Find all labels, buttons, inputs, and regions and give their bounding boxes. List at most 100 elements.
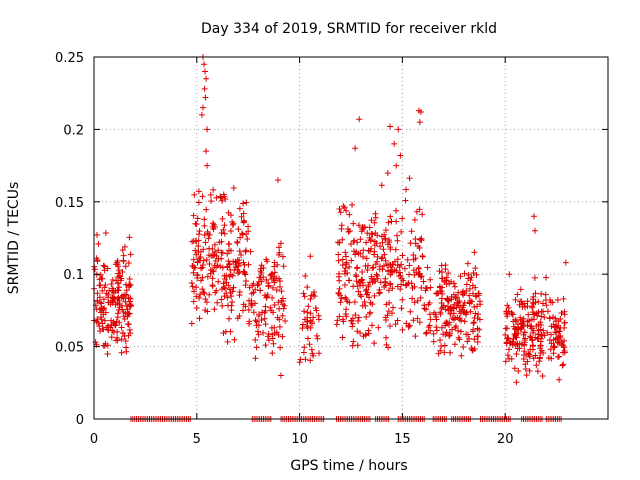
data-point	[355, 314, 362, 321]
data-point	[203, 299, 210, 306]
data-point	[442, 331, 449, 338]
data-point	[353, 273, 360, 280]
data-point	[114, 337, 121, 344]
data-point	[121, 243, 128, 250]
data-point	[189, 238, 196, 245]
data-point	[335, 273, 342, 280]
data-point	[427, 284, 434, 291]
data-point	[203, 75, 210, 82]
data-point	[363, 239, 370, 246]
data-point	[263, 276, 270, 283]
data-point	[262, 321, 269, 328]
data-point	[398, 281, 405, 288]
data-point	[196, 295, 203, 302]
data-point	[234, 315, 241, 322]
data-point	[471, 336, 478, 343]
data-point	[115, 287, 122, 294]
data-point	[200, 257, 207, 264]
data-point	[519, 319, 526, 326]
data-point	[126, 276, 133, 283]
data-point	[510, 318, 517, 325]
data-point	[454, 314, 461, 321]
data-point	[377, 243, 384, 250]
data-point	[436, 283, 443, 290]
data-point	[365, 282, 372, 289]
data-point	[380, 246, 387, 253]
data-point	[442, 320, 449, 327]
data-point	[416, 319, 423, 326]
data-point	[448, 296, 455, 303]
data-point	[369, 265, 376, 272]
data-point	[282, 317, 289, 324]
data-point	[255, 311, 262, 318]
data-point	[410, 251, 417, 258]
data-point	[430, 330, 437, 337]
axis-ticks: 0 5 10 15 20 0 0.05 0.1 0.15 0.2 0.25	[55, 51, 608, 447]
data-point	[190, 298, 197, 305]
data-point	[304, 309, 311, 316]
data-point	[376, 289, 383, 296]
data-point	[101, 317, 108, 324]
data-point	[193, 251, 200, 258]
data-point	[201, 222, 208, 229]
data-point	[350, 338, 357, 345]
data-point	[126, 326, 133, 333]
data-point	[275, 244, 282, 251]
data-point	[433, 316, 440, 323]
data-point	[418, 274, 424, 281]
data-point	[210, 252, 217, 259]
data-point	[224, 302, 231, 309]
data-point	[337, 209, 344, 216]
data-point	[466, 285, 473, 292]
data-point	[192, 247, 199, 254]
data-point	[404, 256, 411, 263]
data-point	[520, 315, 527, 322]
data-point	[296, 359, 303, 366]
data-point	[425, 324, 432, 331]
data-point	[383, 301, 390, 308]
data-point	[118, 336, 125, 343]
data-point	[262, 303, 269, 310]
data-point	[521, 329, 528, 336]
data-point	[269, 335, 276, 342]
data-point	[451, 301, 458, 308]
data-point	[555, 336, 562, 343]
data-point	[233, 259, 240, 266]
data-point	[446, 330, 453, 337]
data-point	[356, 116, 363, 123]
data-point	[197, 254, 204, 261]
data-point	[198, 111, 205, 118]
data-point	[202, 239, 209, 246]
data-point	[225, 247, 232, 254]
data-point	[269, 270, 276, 277]
data-point	[337, 299, 344, 306]
data-point	[542, 296, 549, 303]
data-point	[219, 197, 226, 204]
data-point	[517, 286, 524, 293]
data-point	[229, 288, 236, 295]
data-point	[215, 278, 222, 285]
data-point	[403, 320, 410, 327]
data-point	[125, 321, 132, 328]
data-point	[304, 314, 311, 321]
data-point	[264, 291, 271, 298]
data-point	[510, 323, 517, 330]
data-point	[207, 267, 214, 274]
data-point	[441, 349, 448, 356]
data-point	[388, 269, 395, 276]
data-point	[558, 341, 565, 348]
data-point	[371, 248, 378, 255]
data-point	[277, 372, 284, 379]
data-point	[472, 310, 479, 317]
data-point	[114, 314, 121, 321]
data-point	[200, 61, 207, 68]
data-point	[384, 312, 391, 319]
data-point	[242, 247, 249, 254]
data-point	[91, 266, 98, 273]
data-point	[471, 304, 478, 311]
data-point	[116, 267, 123, 274]
data-point	[275, 251, 282, 258]
data-point	[358, 293, 365, 300]
data-point	[359, 276, 366, 283]
y-tick-label: 0	[76, 413, 84, 428]
